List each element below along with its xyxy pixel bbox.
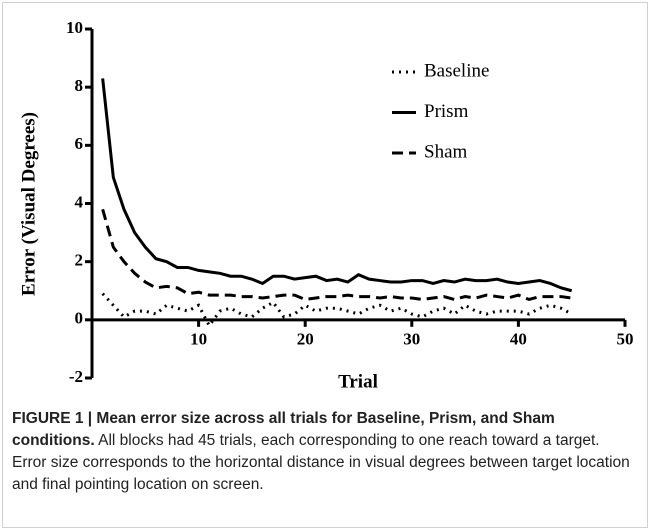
x-tick-label: 30 (403, 330, 420, 349)
y-tick-label: 6 (75, 134, 84, 153)
y-tick-label: 2 (75, 251, 84, 270)
y-axis-label: Error (Visual Degrees) (18, 112, 39, 296)
figure-frame (2, 2, 648, 528)
y-tick-label: 10 (66, 18, 83, 37)
caption: FIGURE 1 | Mean error size across all tr… (12, 408, 636, 496)
legend-label: Prism (424, 101, 469, 122)
y-tick-label: 8 (75, 76, 84, 95)
x-tick-label: 10 (190, 330, 207, 349)
x-tick-label: 40 (510, 330, 527, 349)
x-tick-label: 20 (297, 330, 314, 349)
series-line (101, 78, 573, 293)
legend-label: Sham (424, 141, 468, 162)
caption-text: All blocks had 45 trials, each correspon… (12, 432, 630, 493)
caption-label: FIGURE 1 | Mean error size across all tr… (12, 410, 555, 449)
y-tick-label: 0 (75, 309, 84, 328)
series-line (101, 292, 573, 329)
y-tick-label: 4 (75, 192, 84, 211)
chart: Error (Visual Degrees) Trial -2 0 2 4 6 8 10 10… (18, 18, 634, 392)
legend-label: Baseline (424, 60, 489, 81)
x-axis-label: Trial (338, 371, 378, 392)
y-tick-label: -2 (69, 367, 83, 386)
x-tick-label: 50 (617, 330, 634, 349)
series-line (101, 208, 572, 302)
